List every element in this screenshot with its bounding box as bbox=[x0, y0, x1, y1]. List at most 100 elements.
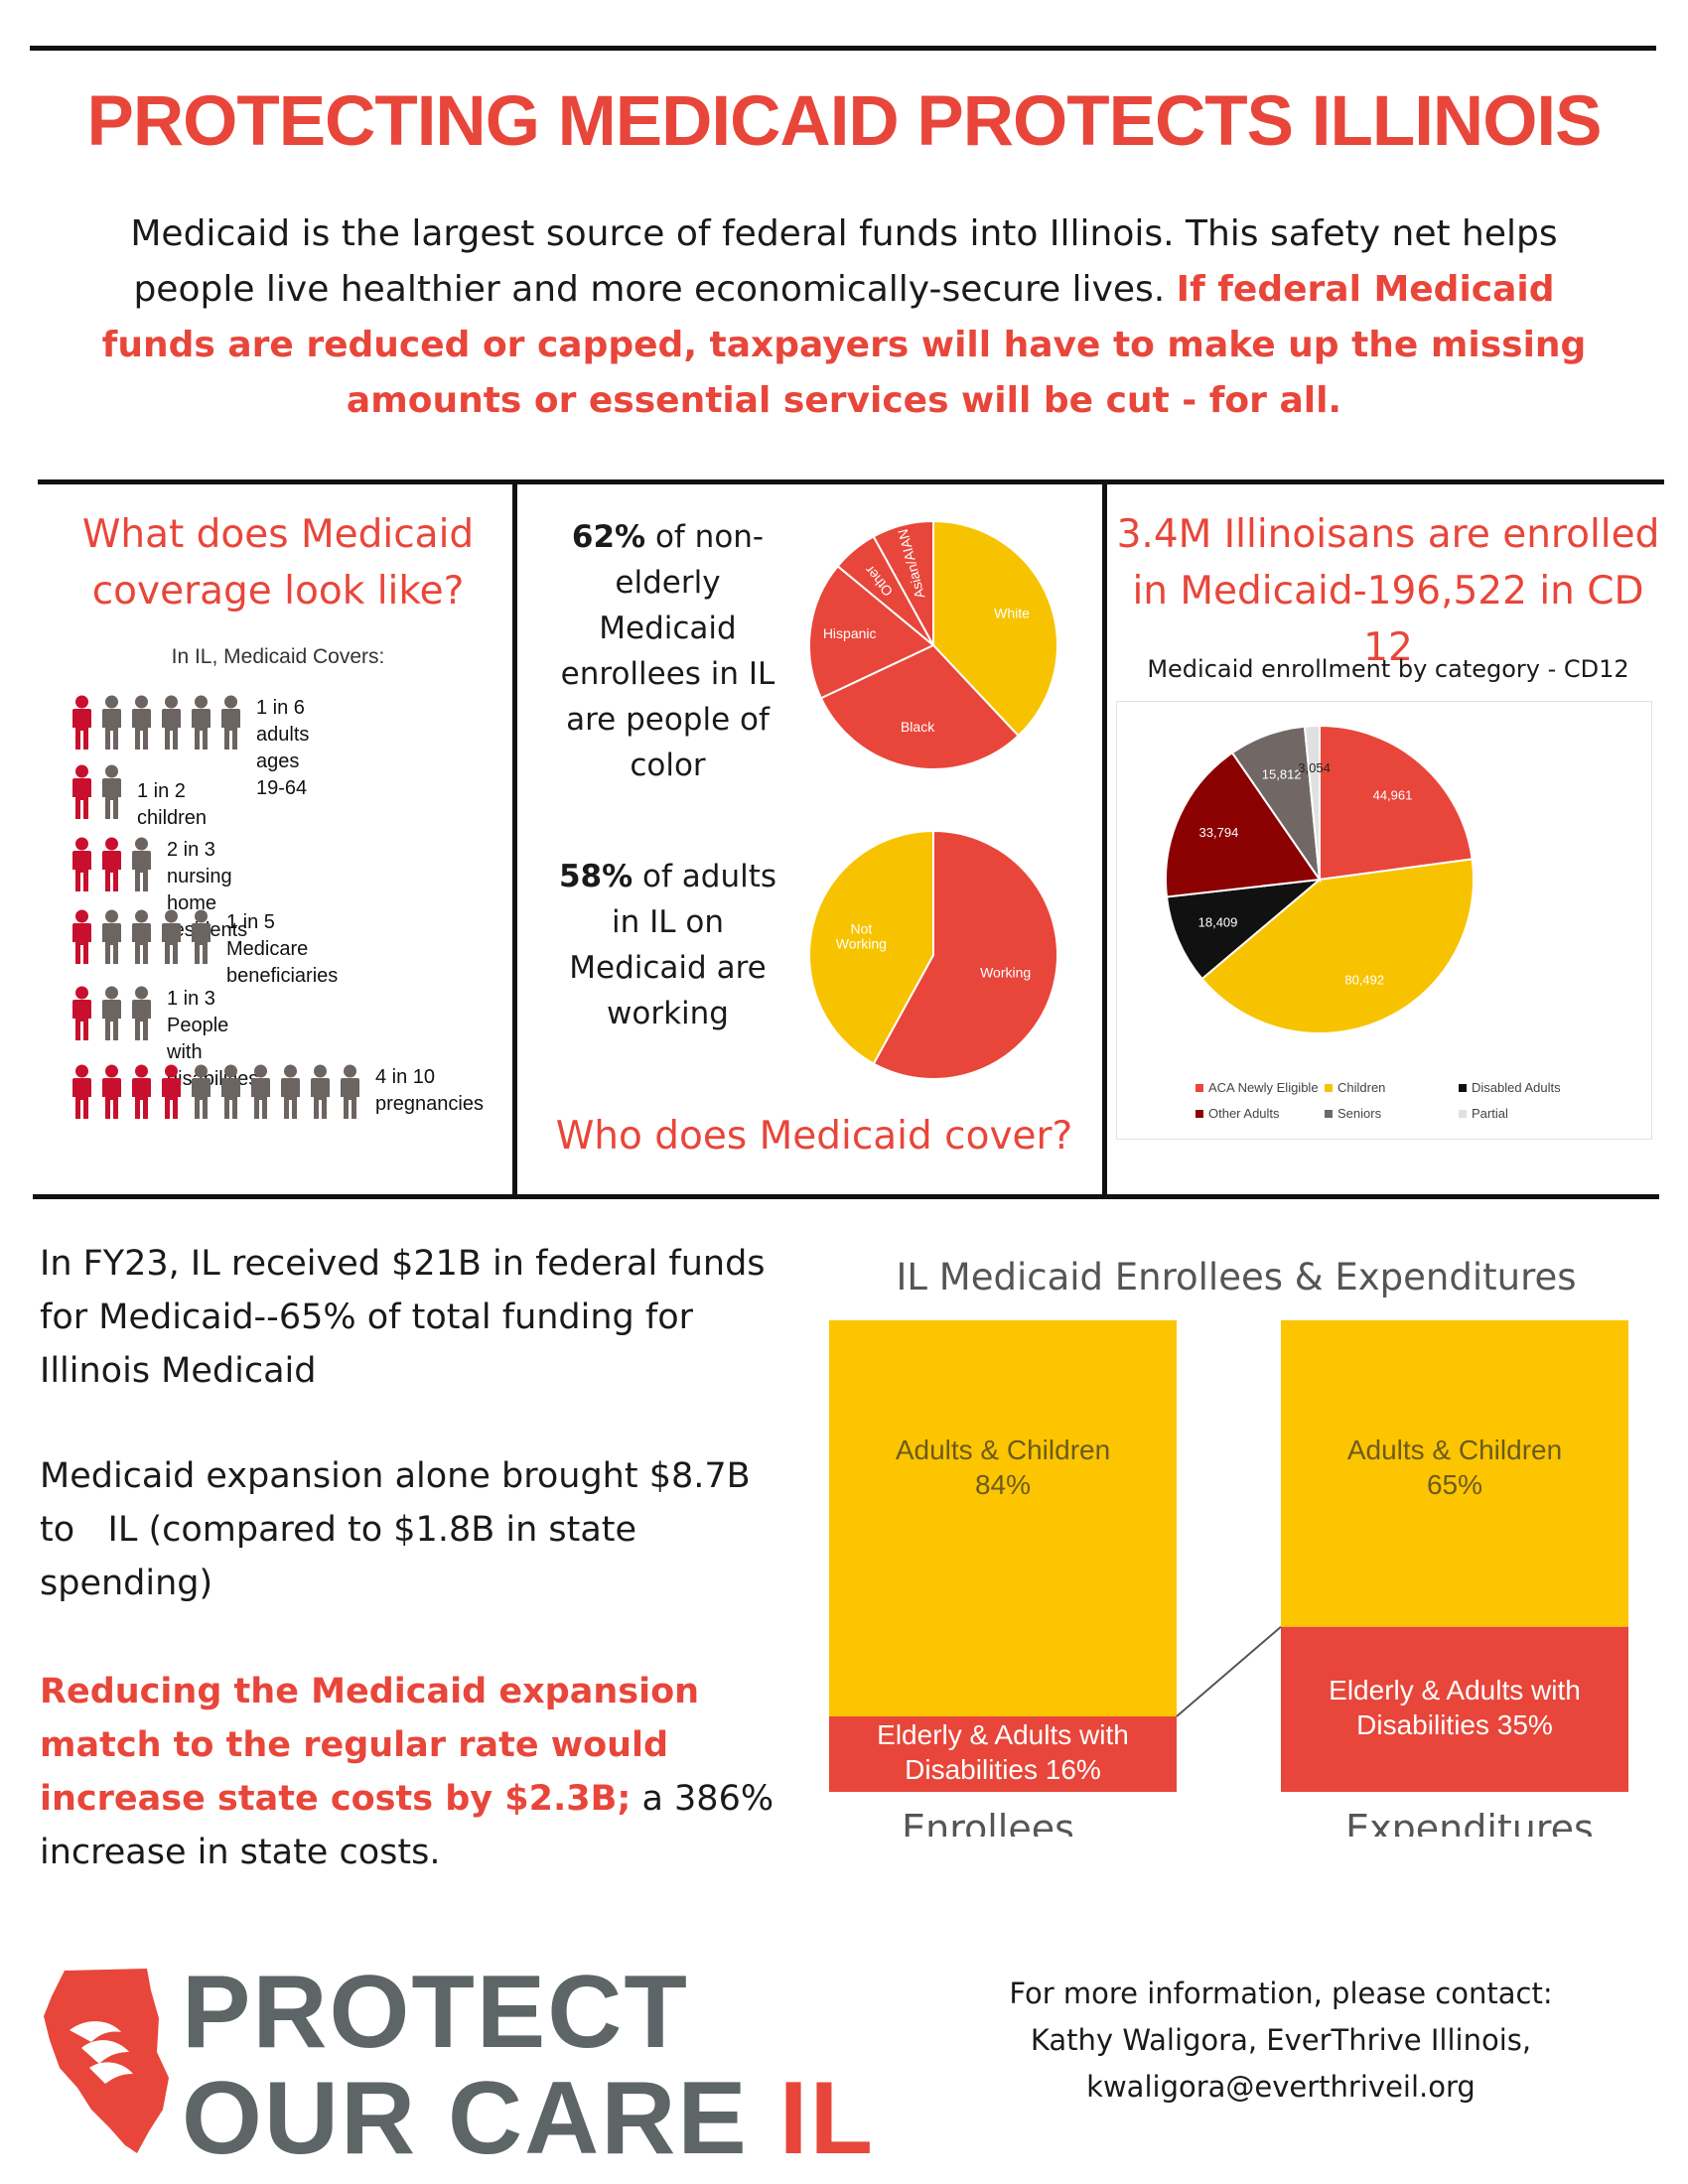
person-icon bbox=[129, 986, 154, 1045]
bar-label-adults-children: Adults & Children 65% bbox=[1347, 1434, 1562, 1500]
coverage-group: Medicare beneficiaries bbox=[226, 938, 339, 987]
mid-rule-bottom bbox=[33, 1194, 1659, 1199]
pie-slice bbox=[1200, 858, 1475, 1034]
pie-slice-label: 44,961 bbox=[1373, 787, 1413, 802]
page-title: PROTECTING MEDICAID PROTECTS ILLINOIS bbox=[86, 82, 1602, 161]
coverage-ratio: 1 in 3 bbox=[167, 988, 215, 1010]
intro-plain: Medicaid is the largest source of federa… bbox=[130, 213, 1558, 310]
legend-swatch bbox=[1196, 1110, 1203, 1118]
legend-swatch bbox=[1196, 1084, 1203, 1092]
stat-people-of-color-value: 62% bbox=[571, 519, 646, 555]
funding-paragraph-3-plain: a 386% increase in state costs. bbox=[40, 1779, 774, 1872]
contact-name: Kathy Waligora, EverThrive Illinois, bbox=[1030, 2023, 1532, 2057]
coverage-row-label: 1 in 6 adults ages 19-64 bbox=[256, 695, 309, 802]
legend-swatch bbox=[1325, 1084, 1333, 1092]
coverage-ratio: 2 in 3 bbox=[167, 839, 215, 861]
middle-panel-footer: Who does Medicaid cover? bbox=[555, 1114, 1073, 1159]
stat-working-value: 58% bbox=[558, 859, 633, 894]
legend-swatch bbox=[1459, 1084, 1467, 1092]
left-panel-heading: What does Medicaid coverage look like? bbox=[81, 512, 475, 614]
pie-slice-label: 3,054 bbox=[1298, 760, 1331, 775]
pie-slice bbox=[808, 564, 935, 700]
person-icon bbox=[248, 1064, 273, 1124]
right-panel-heading: 3.4M Illinoisans are enrolled in Medicai… bbox=[1116, 512, 1660, 670]
legend-swatch bbox=[1325, 1110, 1333, 1118]
work-pie-chart: Working Not Working bbox=[808, 829, 1058, 1080]
person-icon bbox=[129, 695, 154, 754]
person-icon bbox=[189, 909, 213, 969]
coverage-ratio: 1 in 5 bbox=[226, 911, 275, 933]
person-icon bbox=[278, 1064, 303, 1124]
pie-slice bbox=[1165, 878, 1324, 981]
logo-text-our-care-part: OUR CARE bbox=[182, 2061, 779, 2176]
illinois-map-logo-icon bbox=[44, 1969, 169, 2153]
person-covered-icon bbox=[99, 1064, 124, 1124]
coverage-ratio: 1 in 6 bbox=[256, 697, 305, 719]
coverage-group: pregnancies bbox=[375, 1093, 484, 1115]
person-icon bbox=[189, 695, 213, 754]
coverage-group: adults ages 19-64 bbox=[256, 724, 310, 799]
legend-label: Partial bbox=[1472, 1106, 1508, 1121]
contact-block: For more information, please contact: Ka… bbox=[953, 1971, 1609, 2111]
bar-category-label: Expenditures bbox=[1345, 1807, 1594, 1837]
pie-slice bbox=[1165, 751, 1322, 898]
left-panel-subheading: In IL, Medicaid Covers: bbox=[171, 645, 385, 668]
bar-connector-line bbox=[1176, 1625, 1282, 1717]
coverage-ratio: 4 in 10 bbox=[375, 1066, 436, 1088]
legend-label: Children bbox=[1337, 1080, 1385, 1095]
person-icon bbox=[159, 695, 184, 754]
legend-label: ACA Newly Eligible bbox=[1208, 1080, 1319, 1095]
bar-segment-adults-children bbox=[829, 1320, 1177, 1716]
legend-label: Disabled Adults bbox=[1472, 1080, 1561, 1095]
enrollees-expenditures-bar-chart: Adults & Children 84% Elderly & Adults wit… bbox=[829, 1320, 1628, 1837]
person-covered-icon bbox=[70, 764, 94, 824]
legend-swatch bbox=[1459, 1110, 1467, 1118]
pie-slice-label: Working bbox=[980, 964, 1031, 980]
pie-slice bbox=[872, 829, 1058, 1080]
coverage-row-label: 1 in 5 Medicare beneficiaries bbox=[226, 909, 338, 990]
person-icon bbox=[159, 909, 184, 969]
person-covered-icon bbox=[129, 1064, 154, 1124]
person-icon bbox=[99, 986, 124, 1045]
bar-label-adults-children: Adults & Children 84% bbox=[896, 1434, 1110, 1500]
funding-paragraph-1: In FY23, IL received $21B in federal fun… bbox=[40, 1244, 766, 1391]
stat-working-text: of adults in IL on Medicaid are working bbox=[569, 859, 777, 1031]
funding-paragraph-3: Reducing the Medicaid expansion match to… bbox=[40, 1665, 804, 1879]
contact-intro: For more information, please contact: bbox=[1009, 1977, 1553, 2010]
pie-slice-label: 80,492 bbox=[1344, 972, 1384, 987]
pie-slice bbox=[819, 643, 1020, 770]
intro-highlight: If federal Medicaid funds are reduced or… bbox=[101, 269, 1587, 421]
bar-segment-elderly-disabilities bbox=[829, 1716, 1177, 1792]
pie-slice bbox=[808, 829, 934, 1065]
person-icon bbox=[99, 695, 124, 754]
intro-paragraph: Medicaid is the largest source of federa… bbox=[89, 206, 1599, 429]
mid-rule-top bbox=[38, 479, 1664, 484]
pie-slice bbox=[1319, 724, 1474, 882]
enrollment-chart-frame bbox=[1116, 701, 1652, 1140]
coverage-ratio: 1 in 2 children bbox=[137, 780, 208, 829]
panel-divider-1 bbox=[512, 479, 517, 1196]
person-icon bbox=[218, 1064, 243, 1124]
legend-label: Seniors bbox=[1337, 1106, 1382, 1121]
funding-paragraph-2: Medicaid expansion alone brought $8.7B t… bbox=[40, 1456, 762, 1603]
pie-slice-label: White bbox=[994, 605, 1030, 620]
stat-people-of-color-text: of non-elderly Medicaid enrollees in IL … bbox=[560, 519, 775, 783]
pie-slice-label: Not Working bbox=[836, 920, 887, 951]
enrollment-chart-title: Medicaid enrollment by category - CD12 bbox=[1147, 655, 1629, 683]
person-covered-icon bbox=[159, 1064, 184, 1124]
pie-slice-label: Hispanic bbox=[823, 625, 877, 641]
person-icon bbox=[129, 837, 154, 896]
coverage-row-label: 1 in 2 children bbox=[137, 778, 207, 832]
pie-slice-label: 15,812 bbox=[1262, 767, 1302, 782]
person-covered-icon bbox=[70, 837, 94, 896]
person-icon bbox=[129, 909, 154, 969]
bar-chart-title: IL Medicaid Enrollees & Expenditures bbox=[896, 1256, 1577, 1298]
stat-working: 58% of adults in IL on Medicaid are work… bbox=[551, 854, 784, 1036]
person-covered-icon bbox=[70, 909, 94, 969]
contact-email[interactable]: kwaligora@everthriveil.org bbox=[1086, 2070, 1476, 2104]
stat-people-of-color: 62% of non-elderly Medicaid enrollees in… bbox=[551, 514, 784, 788]
bar-segment-adults-children bbox=[1281, 1320, 1628, 1627]
legend-label: Other Adults bbox=[1208, 1106, 1280, 1121]
